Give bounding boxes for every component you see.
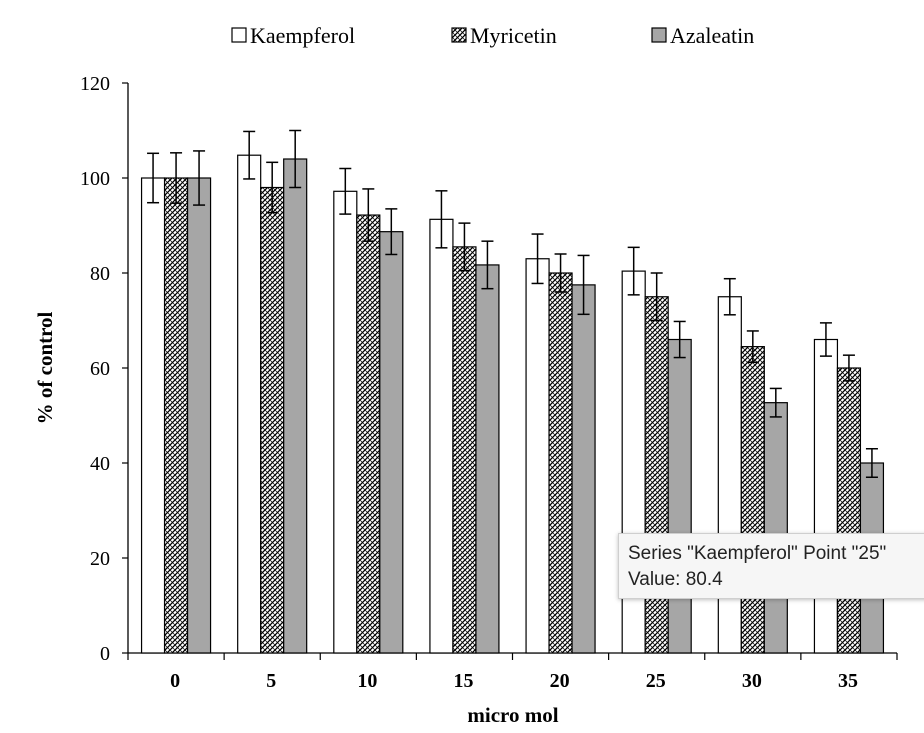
- x-tick-label: 15: [453, 670, 473, 692]
- x-axis: 0 5 10 15 20 25 30 35: [127, 652, 898, 692]
- bar-kaempferol-20[interactable]: [525, 258, 550, 654]
- data-point-tooltip: Series "Kaempferol" Point "25" Value: 80…: [618, 533, 924, 599]
- y-tick-label: 20: [90, 548, 110, 570]
- bar-myricetin-25[interactable]: [644, 296, 669, 654]
- bar-azaleatin-30[interactable]: [763, 402, 788, 654]
- legend-label-kaempferol: Kaempferol: [250, 23, 355, 48]
- legend-label-azaleatin: Azaleatin: [670, 23, 754, 48]
- bar-myricetin-10[interactable]: [356, 214, 381, 654]
- x-tick-label: 35: [838, 670, 858, 692]
- bar-kaempferol-35[interactable]: [813, 338, 839, 654]
- legend-swatch-kaempferol: [231, 27, 247, 43]
- bar-myricetin-35[interactable]: [836, 367, 862, 654]
- legend-swatch-myricetin: [451, 27, 467, 43]
- y-tick-label: 40: [90, 453, 110, 475]
- bar-kaempferol-0[interactable]: [140, 177, 166, 654]
- x-tick-label: 5: [266, 670, 276, 692]
- bar-myricetin-5[interactable]: [260, 186, 285, 654]
- y-tick-label: 100: [80, 168, 110, 190]
- bar-azaleatin-5[interactable]: [283, 158, 308, 654]
- bar-azaleatin-20[interactable]: [571, 284, 596, 654]
- bar-azaleatin-0[interactable]: [186, 177, 212, 654]
- error-bars-group: [147, 129, 878, 478]
- bar-myricetin-0[interactable]: [163, 177, 189, 654]
- x-axis-title: micro mol: [467, 703, 558, 727]
- bar-kaempferol-15[interactable]: [429, 218, 454, 654]
- bar-azaleatin-15[interactable]: [475, 264, 500, 654]
- x-tick-label: 20: [550, 670, 570, 692]
- legend-label-myricetin: Myricetin: [470, 23, 557, 48]
- bar-myricetin-15[interactable]: [452, 246, 477, 654]
- legend-swatch-azaleatin: [651, 27, 667, 43]
- bar-azaleatin-25[interactable]: [667, 338, 692, 654]
- bar-kaempferol-10[interactable]: [333, 190, 358, 654]
- y-axis: 0 20 40 60 80 100 120: [80, 73, 129, 665]
- x-tick-label: 25: [646, 670, 666, 692]
- x-tick-label: 30: [742, 670, 762, 692]
- bar-kaempferol-5[interactable]: [237, 154, 262, 654]
- legend: Kaempferol Myricetin Azaleatin: [231, 23, 754, 48]
- x-tick-label: 0: [170, 670, 180, 692]
- y-axis-title: % of control: [33, 311, 57, 424]
- bar-myricetin-20[interactable]: [548, 272, 573, 654]
- bar-myricetin-30[interactable]: [740, 346, 765, 654]
- tooltip-series-line: Series "Kaempferol" Point "25": [628, 543, 887, 564]
- y-tick-label: 120: [80, 73, 110, 95]
- y-tick-label: 80: [90, 263, 110, 285]
- bar-azaleatin-10[interactable]: [379, 231, 404, 654]
- bar-kaempferol-30[interactable]: [717, 296, 742, 654]
- y-tick-label: 60: [90, 358, 110, 380]
- x-tick-label: 10: [357, 670, 377, 692]
- y-tick-label: 0: [100, 643, 110, 665]
- tooltip-value-line: Value: 80.4: [628, 569, 723, 590]
